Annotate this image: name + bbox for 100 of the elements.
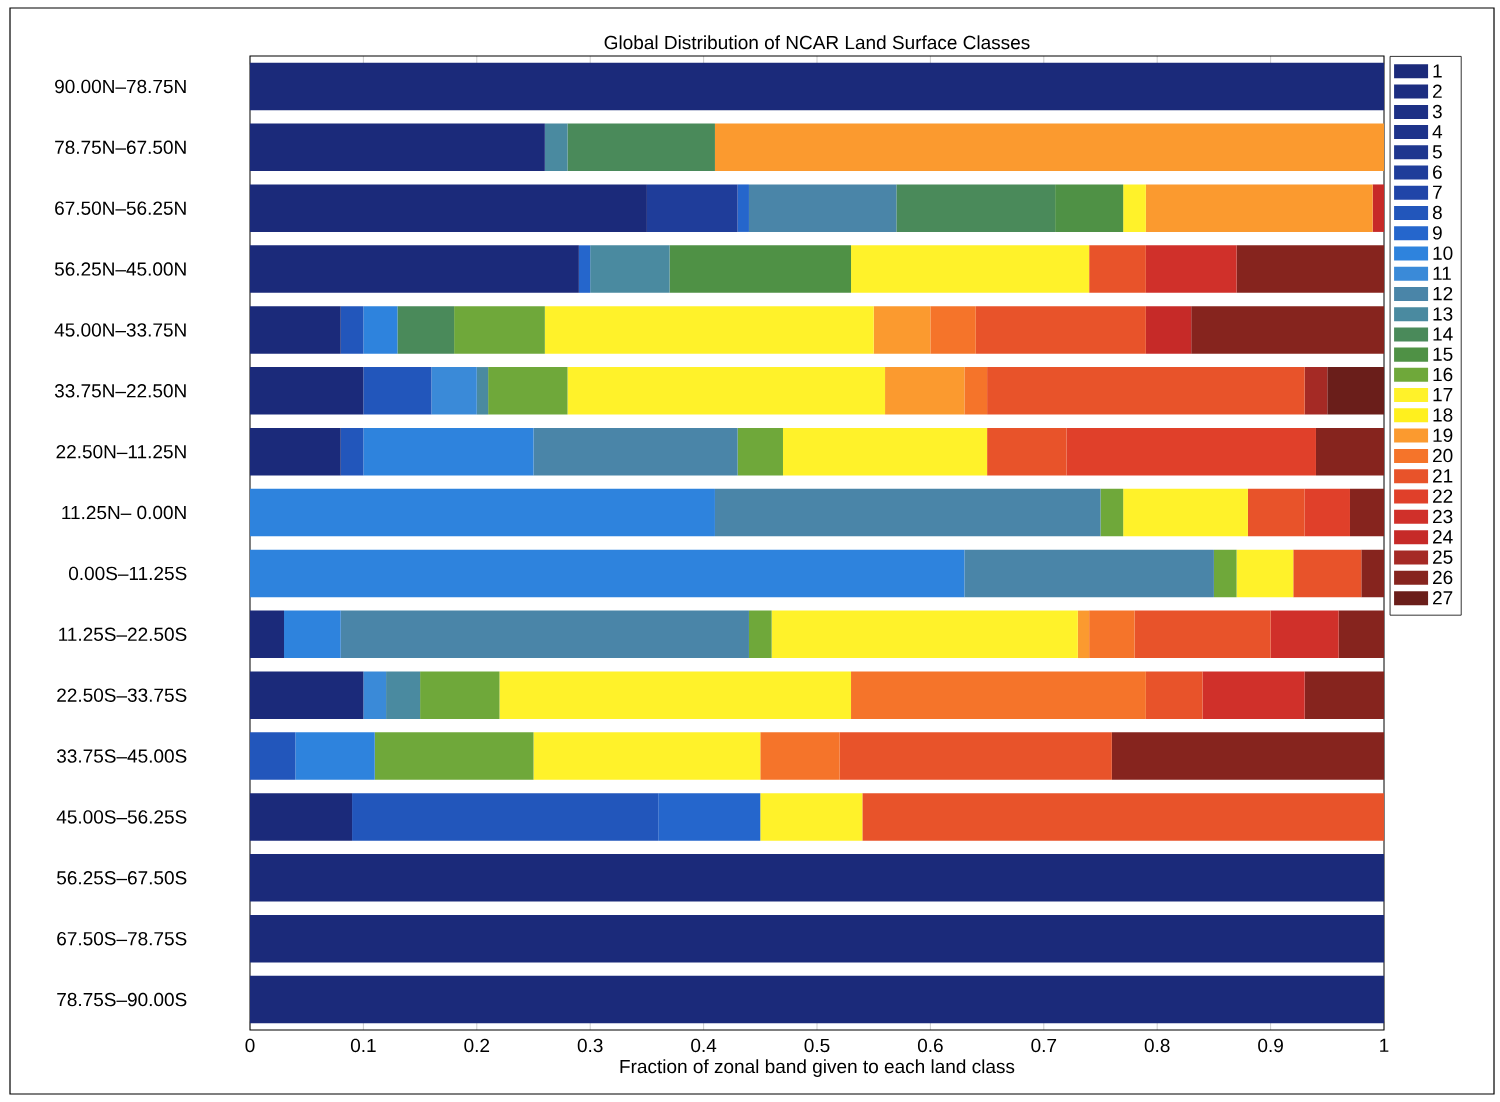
legend-label: 14: [1433, 327, 1453, 341]
legend-label: 10: [1433, 246, 1453, 260]
x-tick-label: 0.3: [577, 1038, 603, 1053]
bar: [1315, 427, 1385, 476]
bar: [1191, 306, 1385, 354]
x-tick-label: 1: [1380, 1038, 1389, 1052]
x-tick-label: 0.1: [350, 1038, 376, 1053]
legend-label: 25: [1433, 550, 1453, 564]
bar: [363, 367, 432, 415]
bar: [1213, 549, 1237, 598]
bar: [363, 427, 534, 476]
bar: [250, 610, 285, 659]
bar: [714, 488, 1101, 537]
legend-label: 20: [1433, 448, 1453, 463]
bar: [1066, 427, 1316, 476]
legend-label: 1: [1433, 64, 1442, 78]
y-tick-label: 78.75S–90.00S: [57, 992, 187, 1007]
bar: [386, 671, 421, 719]
legend-label: 11: [1433, 266, 1451, 280]
x-tick-label: 0.5: [804, 1038, 830, 1053]
y-tick-label: 56.25N–45.00N: [54, 262, 186, 276]
bar: [851, 671, 1146, 719]
bar: [544, 306, 874, 354]
bar: [987, 427, 1067, 476]
bar: [454, 306, 545, 354]
bar: [714, 123, 1385, 172]
bar: [397, 306, 455, 354]
bar: [352, 793, 659, 841]
y-tick-label: 45.00N–33.75N: [54, 323, 186, 337]
bar: [1361, 549, 1385, 598]
bar: [250, 732, 296, 780]
bar: [1145, 671, 1203, 719]
legend-label: 26: [1433, 570, 1453, 585]
bar: [590, 245, 670, 293]
chart-title: Global Distribution of NCAR Land Surface Classes: [604, 35, 1030, 50]
legend-label: 23: [1433, 509, 1453, 524]
x-tick-label: 0.7: [1031, 1038, 1057, 1053]
bar: [760, 732, 840, 780]
legend-label: 13: [1433, 307, 1453, 321]
bar: [646, 184, 738, 232]
bar: [567, 367, 886, 415]
bar: [250, 306, 341, 354]
bar: [1145, 184, 1373, 232]
bar: [533, 427, 738, 476]
y-tick-label: 33.75S–45.00S: [56, 749, 187, 763]
legend-label: 4: [1432, 125, 1443, 139]
legend-label: 5: [1432, 145, 1442, 159]
bar: [1338, 610, 1385, 659]
bar: [737, 427, 783, 476]
x-tick-label: 0.9: [1258, 1038, 1283, 1053]
legend-label: 3: [1432, 104, 1442, 119]
y-tick-label: 11.25S–22.50S: [59, 627, 187, 642]
bar: [1372, 184, 1385, 232]
bar: [284, 610, 341, 659]
bar: [1111, 732, 1385, 780]
bar: [862, 793, 1385, 841]
bar: [533, 732, 761, 780]
y-tick-label: 11.25N– 0.00N: [62, 505, 186, 520]
x-tick-label: 0.4: [691, 1038, 717, 1053]
bar: [499, 671, 852, 719]
bar: [658, 793, 761, 841]
legend-label: 19: [1433, 428, 1453, 442]
bar: [250, 123, 545, 172]
y-tick-label: 78.75N–67.50N: [55, 140, 186, 155]
bar: [839, 732, 1112, 780]
bar: [1123, 184, 1146, 232]
bar: [782, 427, 988, 476]
bar: [544, 123, 568, 172]
bar: [760, 793, 863, 841]
bar: [885, 367, 965, 415]
bar: [374, 732, 534, 780]
bar: [1304, 671, 1385, 719]
bar: [975, 306, 1146, 354]
bar: [250, 854, 1385, 902]
y-tick-label: 67.50S–78.75S: [57, 931, 187, 946]
bar: [1089, 610, 1135, 659]
legend-label: 6: [1433, 165, 1442, 179]
y-tick-label: 33.75N–22.50N: [54, 384, 186, 398]
legend-label: 21: [1433, 469, 1453, 483]
legend-label: 8: [1432, 205, 1442, 220]
bar: [431, 367, 477, 415]
bar: [896, 184, 1056, 232]
legend-label: 2: [1433, 84, 1442, 98]
y-tick-label: 90.00N–78.75N: [55, 79, 186, 94]
legend-label: 7: [1433, 185, 1442, 199]
y-tick-label: 22.50S–33.75S: [57, 688, 187, 702]
bar: [930, 306, 976, 354]
bar: [250, 62, 1385, 111]
bar: [737, 184, 749, 232]
bar: [250, 975, 1385, 1024]
bar: [250, 184, 647, 232]
bar: [567, 123, 715, 172]
bar: [669, 245, 852, 293]
bar: [1134, 610, 1271, 659]
x-tick-label: 0.6: [917, 1038, 943, 1053]
x-tick-label: 0: [245, 1038, 255, 1053]
bar: [748, 610, 772, 659]
bar: [851, 245, 1090, 293]
bar: [1202, 671, 1305, 719]
bar: [1236, 245, 1385, 293]
